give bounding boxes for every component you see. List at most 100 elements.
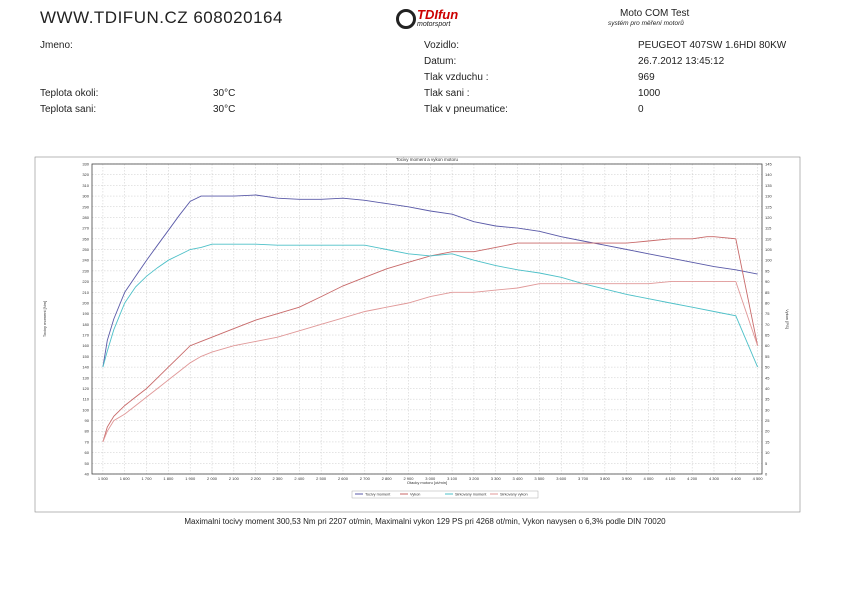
y-tick-label: 290 [82, 204, 89, 209]
vozidlo-value: PEUGEOT 407SW 1.6HDI 80KW [638, 40, 787, 51]
y2-tick-label: 120 [765, 215, 772, 220]
datum-label: Datum: [424, 56, 457, 67]
y-tick-label: 210 [82, 290, 89, 295]
x-tick-label: 4 500 [753, 476, 764, 481]
y2-tick-label: 10 [765, 450, 770, 455]
y2-tick-label: 85 [765, 290, 770, 295]
x-tick-label: 1 500 [98, 476, 109, 481]
y-tick-label: 280 [82, 215, 89, 220]
x-tick-label: 2 400 [294, 476, 305, 481]
y2-tick-label: 65 [765, 333, 770, 338]
tlak-pneu-label: Tlak v pneumatice: [424, 104, 508, 115]
x-tick-label: 4 300 [709, 476, 720, 481]
y2-tick-label: 135 [765, 183, 772, 188]
x-tick-label: 3 100 [447, 476, 458, 481]
x-tick-label: 3 900 [622, 476, 633, 481]
y2-tick-label: 125 [765, 204, 772, 209]
y2-tick-label: 80 [765, 300, 770, 305]
y-tick-label: 300 [82, 194, 89, 199]
teplota-okoli-label: Teplota okoli: [40, 88, 99, 99]
plot-area [91, 163, 763, 475]
y-tick-label: 120 [82, 386, 89, 391]
series-line [102, 236, 759, 443]
logo-brand: TDIfun [417, 7, 459, 22]
y-tick-label: 80 [85, 429, 90, 434]
x-tick-label: 1 800 [163, 476, 174, 481]
y2-tick-label: 105 [765, 247, 772, 252]
x-tick-labels: 1 500 1 600 1 700 1 800 1 900 2 000 2 100 2 200… [98, 476, 764, 481]
x-tick-label: 2 100 [229, 476, 240, 481]
y2-tick-label: 40 [765, 386, 770, 391]
y2-tick-label: 20 [765, 429, 770, 434]
y2-tick-label: 95 [765, 268, 770, 273]
series-line [102, 243, 759, 368]
y-tick-label: 270 [82, 226, 89, 231]
y2-tick-label: 25 [765, 418, 770, 423]
y-tick-label: 40 [85, 472, 90, 477]
y2-tick-label: 70 [765, 322, 770, 327]
y2-tick-label: 0 [765, 472, 768, 477]
y2-tick-label: 140 [765, 172, 772, 177]
x-tick-label: 2 700 [360, 476, 371, 481]
legend-label: Vykon [410, 493, 420, 497]
y-tick-label: 330 [82, 162, 89, 167]
x-tick-label: 3 800 [600, 476, 611, 481]
x-tick-label: 3 300 [491, 476, 502, 481]
report-subtitle: systém pro měření motorů [608, 20, 684, 27]
chart-title: Tocivy moment a vykon motoru [396, 157, 459, 162]
tlak-sani-value: 1000 [638, 88, 661, 99]
y2-tick-label: 35 [765, 397, 770, 402]
y-tick-label: 170 [82, 333, 89, 338]
tdifun-logo: TDIfun motorsport [393, 6, 463, 32]
y-tick-label: 150 [82, 354, 89, 359]
teplota-sani-label: Teplota sani: [40, 104, 97, 115]
y-tick-label: 90 [85, 418, 90, 423]
x-tick-label: 4 400 [731, 476, 742, 481]
y2-tick-label: 60 [765, 343, 770, 348]
x-tick-label: 3 700 [578, 476, 589, 481]
legend-label: Sirkovany moment [455, 493, 487, 497]
x-tick-label: 2 800 [382, 476, 393, 481]
x-tick-label: 4 200 [687, 476, 698, 481]
result-caption: Maximalni tocivy moment 300,53 Nm pri 22… [184, 517, 666, 526]
x-tick-label: 4 000 [644, 476, 655, 481]
y-tick-label: 260 [82, 236, 89, 241]
y2-tick-label: 90 [765, 279, 770, 284]
y2-tick-label: 100 [765, 258, 772, 263]
y-tick-label: 320 [82, 172, 89, 177]
y-tick-label: 110 [83, 397, 90, 402]
y-tick-label: 180 [82, 322, 89, 327]
y2-tick-labels: 0 5 10 15 20 25 30 35 40 45 50 55 60 65 70 75 80 85 90 95 10… [765, 162, 772, 477]
x-tick-label: 4 100 [665, 476, 676, 481]
x-tick-label: 1 700 [142, 476, 153, 481]
y-tick-label: 220 [82, 279, 89, 284]
y-tick-label: 230 [82, 268, 89, 273]
y2-tick-label: 55 [765, 354, 770, 359]
chart-legend: Tocivy moment Vykon Sirkovany moment Sirkov… [351, 490, 539, 499]
y-tick-label: 140 [82, 365, 89, 370]
y2-tick-label: 75 [765, 311, 770, 316]
x-tick-label: 2 300 [272, 476, 283, 481]
teplota-sani-value: 30°C [213, 104, 236, 115]
y-tick-label: 250 [82, 247, 89, 252]
logo-sub: motorsport [417, 21, 451, 28]
chart-frame [34, 156, 801, 513]
series-lines [102, 194, 759, 443]
legend-label: Sirkovany vykon [500, 493, 528, 497]
legend-label: Tocivy moment [365, 493, 391, 497]
report-title: Moto COM Test [620, 8, 690, 19]
x-tick-label: 3 600 [556, 476, 567, 481]
y-tick-label: 240 [82, 258, 89, 263]
tlak-vzduchu-value: 969 [638, 72, 655, 83]
y-tick-label: 130 [82, 375, 89, 380]
x-tick-label: 3 200 [469, 476, 480, 481]
x-tick-label: 3 400 [513, 476, 524, 481]
y2-tick-label: 15 [765, 439, 770, 444]
y-tick-label: 60 [85, 450, 90, 455]
x-tick-label: 2 000 [207, 476, 218, 481]
y2-tick-label: 30 [765, 407, 770, 412]
y-tick-label: 70 [85, 439, 90, 444]
y2-tick-label: 50 [765, 365, 770, 370]
y2-tick-label: 5 [765, 461, 768, 466]
